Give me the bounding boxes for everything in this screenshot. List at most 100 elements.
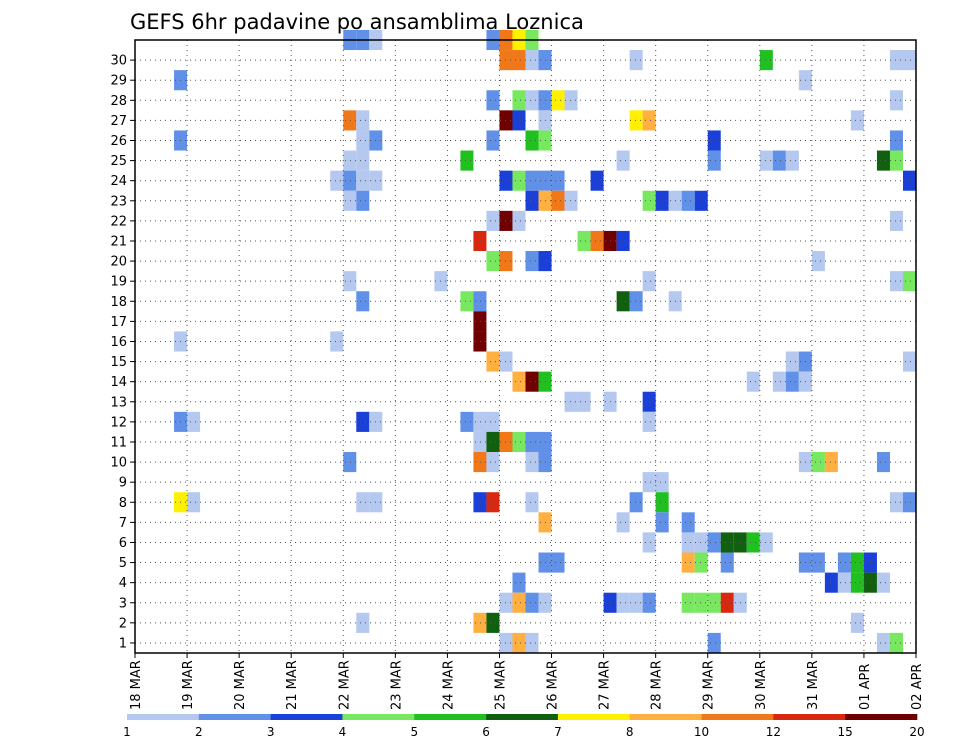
heatmap-cell-39 — [889, 130, 903, 151]
heatmap-cell-95 — [629, 291, 643, 312]
y-tick-label-11: 11 — [110, 435, 127, 450]
heatmap-cell-58 — [551, 170, 565, 191]
y-tick-label-15: 15 — [110, 355, 127, 370]
heatmap-cell-12 — [759, 50, 773, 71]
heatmap-cell-139 — [876, 452, 890, 473]
x-tick-label-8: 26 MAR — [546, 660, 561, 710]
heatmap-cell-70 — [681, 190, 695, 211]
heatmap-cell-196 — [486, 612, 500, 633]
heatmap-cell-24 — [343, 110, 357, 131]
heatmap-cell-166 — [551, 552, 565, 573]
legend-swatch-3 — [342, 714, 415, 720]
heatmap-cell-151 — [889, 492, 903, 513]
heatmap-cell-147 — [486, 492, 500, 513]
y-tick-label-12: 12 — [110, 415, 127, 430]
heatmap-cell-97 — [473, 311, 487, 332]
heatmap-cell-42 — [460, 150, 474, 171]
heatmap-cell-154 — [616, 512, 630, 533]
heatmap-cell-76 — [473, 230, 487, 252]
heatmap-cell-59 — [590, 170, 604, 191]
heatmap-cell-202 — [876, 632, 890, 653]
y-tick-label-23: 23 — [110, 194, 127, 209]
heatmap-cell-19 — [525, 90, 539, 111]
heatmap-cell-25 — [356, 110, 370, 131]
heatmap-cell-35 — [486, 130, 500, 151]
heatmap-cell-93 — [473, 291, 487, 312]
heatmap-cell-167 — [681, 552, 695, 573]
y-tick-label-28: 28 — [110, 94, 127, 109]
heatmap-cell-50 — [330, 170, 344, 191]
legend-level-10: 10 — [694, 725, 709, 739]
heatmap-cell-46 — [772, 150, 786, 171]
legend-level-8: 8 — [626, 725, 634, 739]
plot-frame — [134, 39, 917, 654]
heatmap-cell-41 — [356, 150, 370, 171]
heatmap-cell-45 — [759, 150, 773, 171]
y-tick-label-7: 7 — [119, 516, 127, 531]
heatmap-cell-116 — [642, 391, 656, 412]
legend-level-5: 5 — [410, 725, 418, 739]
heatmap-cell-128 — [512, 431, 526, 453]
y-tick-label-26: 26 — [110, 134, 127, 149]
heatmap-cell-126 — [486, 431, 500, 453]
heatmap-cell-138 — [824, 452, 838, 473]
heatmap-cell-188 — [642, 592, 656, 613]
heatmap-cell-60 — [902, 170, 916, 191]
legend-swatch-6 — [557, 714, 631, 720]
heatmap-cell-177 — [837, 572, 851, 593]
heatmap-cell-88 — [642, 271, 656, 292]
heatmap-cell-63 — [525, 190, 539, 211]
heatmap-cell-8 — [512, 50, 526, 71]
x-tick-label-11: 29 MAR — [702, 660, 717, 710]
heatmap-cell-22 — [564, 90, 578, 111]
heatmap-cell-29 — [629, 110, 643, 131]
heatmap-cell-62 — [356, 190, 370, 211]
legend-level-4: 4 — [339, 725, 347, 739]
legend-level-2: 2 — [195, 725, 203, 739]
heatmap-cell-175 — [512, 572, 526, 593]
heatmap-cell-13 — [889, 50, 903, 71]
heatmap-cell-159 — [694, 532, 708, 553]
x-tick-label-6: 24 MAR — [441, 660, 456, 710]
x-tick-label-5: 23 MAR — [389, 660, 404, 710]
heatmap-cell-125 — [473, 431, 487, 453]
y-tick-label-19: 19 — [110, 275, 127, 290]
y-tick-label-30: 30 — [110, 54, 127, 69]
y-tick-label-27: 27 — [110, 114, 127, 129]
x-tick-label-7: 25 MAR — [493, 660, 508, 710]
heatmap-cell-36 — [525, 130, 539, 151]
heatmap-cell-81 — [486, 251, 500, 272]
y-tick-label-24: 24 — [110, 174, 127, 189]
heatmap-cell-67 — [642, 190, 656, 211]
heatmap-cell-110 — [772, 371, 786, 392]
legend-swatch-8 — [701, 714, 774, 720]
heatmap-cell-83 — [525, 251, 539, 272]
heatmap-cell-131 — [343, 452, 357, 473]
heatmap-cell-74 — [512, 210, 526, 231]
heatmap-cell-21 — [551, 90, 565, 111]
heatmap-cell-203 — [889, 632, 903, 653]
x-tick-label-10: 28 MAR — [650, 660, 665, 710]
heatmap-cell-134 — [525, 452, 539, 473]
y-tick-label-10: 10 — [110, 456, 127, 471]
heatmap-cell-160 — [707, 532, 721, 553]
heatmap-cell-163 — [746, 532, 760, 553]
heatmap-cell-106 — [512, 371, 526, 392]
x-tick-label-3: 21 MAR — [285, 660, 300, 710]
heatmap-cell-85 — [811, 251, 825, 272]
heatmap-cell-149 — [629, 492, 643, 513]
x-tick-label-0: 18 MAR — [129, 660, 144, 710]
heatmap-cell-56 — [525, 170, 539, 191]
heatmap-cell-152 — [902, 492, 916, 513]
legend-level-3: 3 — [267, 725, 275, 739]
heatmap-cell-9 — [525, 50, 539, 71]
heatmap-cell-92 — [460, 291, 474, 312]
heatmap-cell-171 — [811, 552, 825, 573]
legend-level-12: 12 — [766, 725, 781, 739]
y-tick-label-1: 1 — [119, 636, 127, 651]
y-tick-label-18: 18 — [110, 295, 127, 310]
heatmap-cell-44 — [707, 150, 721, 171]
x-tick-label-4: 22 MAR — [337, 660, 352, 710]
heatmap-cell-75 — [889, 210, 903, 231]
